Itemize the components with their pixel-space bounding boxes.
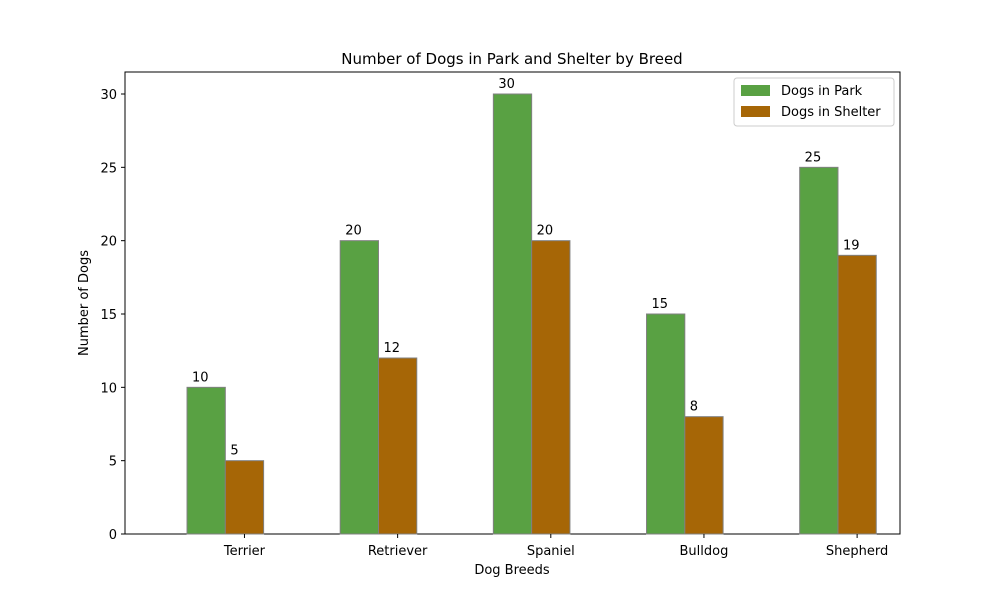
bar-dogs-in-shelter-shepherd xyxy=(837,254,877,535)
data-label-dogs-in-park-shepherd: 25 xyxy=(805,150,822,165)
y-tick-label-10: 10 xyxy=(100,381,117,396)
data-label-dogs-in-park-retriever: 20 xyxy=(345,224,362,239)
y-tick-label-20: 20 xyxy=(100,235,117,250)
x-tick-label-terrier: Terrier xyxy=(223,544,266,559)
y-tick-label-30: 30 xyxy=(100,88,117,103)
bar-dogs-in-shelter-bulldog xyxy=(684,416,724,535)
bar-dogs-in-park-terrier xyxy=(186,386,226,535)
y-axis-label: Number of Dogs xyxy=(77,250,92,356)
legend-label-park: Dogs in Park xyxy=(781,84,863,99)
y-tick-label-0: 0 xyxy=(109,528,117,543)
data-label-dogs-in-shelter-spaniel: 20 xyxy=(537,224,554,239)
bar-dogs-in-shelter-spaniel xyxy=(531,240,571,535)
x-tick-label-retriever: Retriever xyxy=(368,544,428,559)
data-label-dogs-in-park-spaniel: 30 xyxy=(498,77,515,92)
legend-frame xyxy=(733,77,895,127)
y-tick-label-5: 5 xyxy=(109,455,117,470)
data-label-dogs-in-park-bulldog: 15 xyxy=(652,297,669,312)
data-labels-layer: 10 20 30 15 25 5 12 20 8 19 xyxy=(192,77,859,459)
legend: Dogs in Park Dogs in Shelter xyxy=(733,77,895,127)
legend-swatch-park xyxy=(741,85,770,96)
data-label-dogs-in-park-terrier: 10 xyxy=(192,370,209,385)
x-tick-label-bulldog: Bulldog xyxy=(680,544,729,559)
legend-swatch-shelter xyxy=(741,106,770,117)
y-axis: 0 5 10 15 20 25 30 xyxy=(100,88,125,543)
chart-title: Number of Dogs in Park and Shelter by Br… xyxy=(341,50,682,68)
data-label-dogs-in-shelter-shepherd: 19 xyxy=(843,238,860,253)
y-tick-label-15: 15 xyxy=(100,308,117,323)
data-label-dogs-in-shelter-bulldog: 8 xyxy=(690,400,698,415)
x-tick-label-spaniel: Spaniel xyxy=(527,544,575,559)
bar-dogs-in-park-bulldog xyxy=(646,313,686,535)
bar-dogs-in-park-shepherd xyxy=(799,166,839,535)
bar-dogs-in-park-retriever xyxy=(339,240,379,535)
legend-label-shelter: Dogs in Shelter xyxy=(781,105,881,120)
x-axis-label: Dog Breeds xyxy=(474,563,550,578)
data-label-dogs-in-shelter-terrier: 5 xyxy=(230,444,238,459)
bars-layer xyxy=(186,93,877,535)
bar-dogs-in-park-spaniel xyxy=(492,93,533,535)
bar-dogs-in-shelter-retriever xyxy=(377,357,418,535)
bar-dogs-in-shelter-terrier xyxy=(224,460,265,535)
data-label-dogs-in-shelter-retriever: 12 xyxy=(383,341,400,356)
x-tick-label-shepherd: Shepherd xyxy=(826,544,888,559)
y-tick-label-25: 25 xyxy=(100,161,117,176)
x-axis: Terrier Retriever Spaniel Bulldog Shepherd xyxy=(223,534,888,559)
